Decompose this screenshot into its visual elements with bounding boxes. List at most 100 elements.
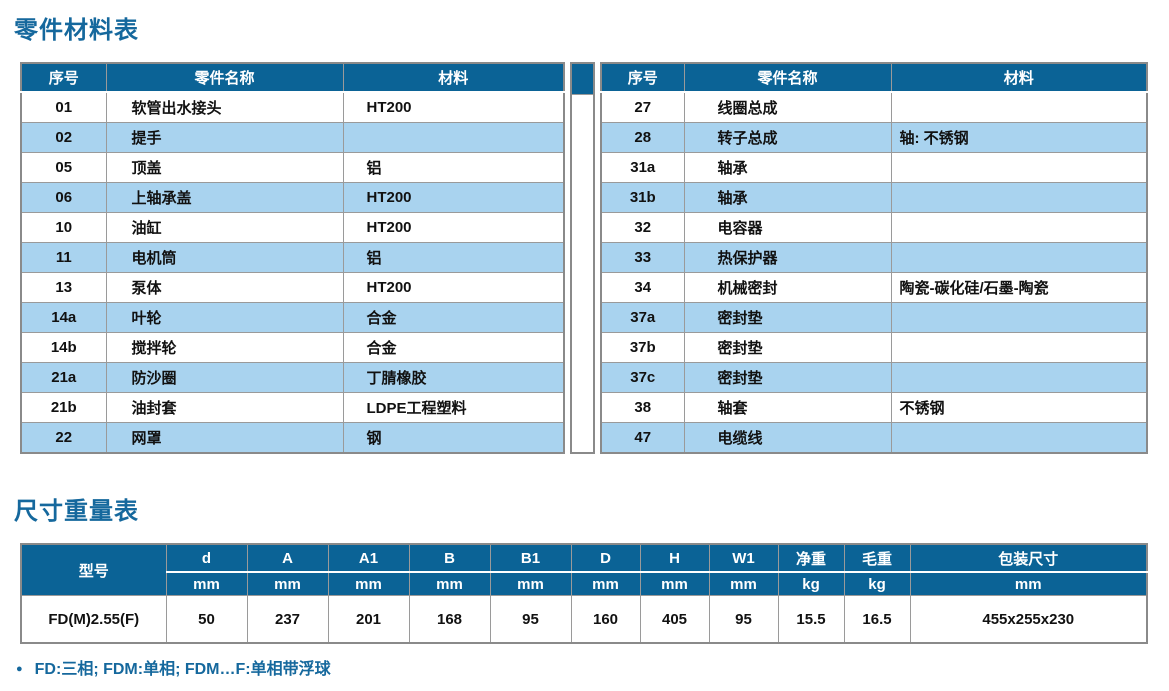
dims-column-header: 包装尺寸 (909, 543, 1148, 573)
footnote: ● FD:三相; FDM:单相; FDM…F:单相带浮球 (16, 655, 331, 679)
cell-no: 37b (600, 332, 685, 363)
cell-no: 13 (20, 272, 107, 303)
cell-no: 01 (20, 91, 107, 123)
dims-column-header: A1 (327, 543, 410, 573)
value-cell: 95 (708, 595, 779, 644)
value-cell: 405 (639, 595, 710, 644)
table-row: 21b 油封套 LDPE工程塑料 (20, 392, 565, 423)
cell-material (890, 362, 1148, 393)
table-row: 37b 密封垫 (600, 332, 1148, 363)
cell-material: HT200 (342, 91, 565, 123)
cell-name: 电缆线 (683, 422, 892, 454)
table-row: 37a 密封垫 (600, 302, 1148, 333)
model-cell: FD(M)2.55(F) (20, 595, 167, 644)
value-cell: 95 (489, 595, 572, 644)
value-cell: 168 (408, 595, 491, 644)
table-row: 02 提手 (20, 122, 565, 153)
value-cell: 15.5 (777, 595, 845, 644)
table-row: 37c 密封垫 (600, 362, 1148, 393)
cell-no: 37c (600, 362, 685, 393)
dims-unit-header: mm (639, 571, 710, 596)
cell-material: HT200 (342, 272, 565, 303)
column-header-name: 零件名称 (105, 62, 344, 93)
spacer-header-cell (572, 64, 593, 95)
cell-no: 47 (600, 422, 685, 454)
column-header-material: 材料 (890, 62, 1148, 93)
dims-column-header: B1 (489, 543, 572, 573)
cell-material: 丁腈橡胶 (342, 362, 565, 393)
cell-name: 线圈总成 (683, 91, 892, 123)
cell-no: 37a (600, 302, 685, 333)
cell-no: 14b (20, 332, 107, 363)
dims-weight-table: 型号 d A A1 B B1 D H W1 净重 毛重 包装尺寸 mm mm mm mm mm mm mm mm k… (20, 543, 1148, 644)
dims-column-header: W1 (708, 543, 779, 573)
dims-unit-header: mm (909, 571, 1148, 596)
dims-unit-header: kg (777, 571, 845, 596)
cell-name: 轴承 (683, 182, 892, 213)
table-row: 38 轴套 不锈钢 (600, 392, 1148, 423)
cell-name: 密封垫 (683, 302, 892, 333)
cell-material: 陶瓷-碳化硅/石墨-陶瓷 (890, 272, 1148, 303)
dims-column-header: B (408, 543, 491, 573)
cell-name: 轴套 (683, 392, 892, 423)
cell-name: 顶盖 (105, 152, 344, 183)
table-row: 01 软管出水接头 HT200 (20, 91, 565, 123)
dims-unit-header: mm (327, 571, 410, 596)
cell-name: 机械密封 (683, 272, 892, 303)
table-row: 32 电容器 (600, 212, 1148, 243)
column-header-no: 序号 (20, 62, 107, 93)
table-row: 14a 叶轮 合金 (20, 302, 565, 333)
cell-material (890, 182, 1148, 213)
cell-name: 叶轮 (105, 302, 344, 333)
cell-no: 10 (20, 212, 107, 243)
cell-material (890, 422, 1148, 454)
table-row: 13 泵体 HT200 (20, 272, 565, 303)
dims-column-header: A (246, 543, 329, 573)
cell-material: HT200 (342, 212, 565, 243)
cell-material (342, 122, 565, 153)
cell-name: 油缸 (105, 212, 344, 243)
cell-material: HT200 (342, 182, 565, 213)
cell-no: 05 (20, 152, 107, 183)
cell-no: 11 (20, 242, 107, 273)
dims-unit-header: mm (408, 571, 491, 596)
table-row: 31b 轴承 (600, 182, 1148, 213)
parts-table-title: 零件材料表 (14, 17, 139, 44)
value-cell: 237 (246, 595, 329, 644)
cell-name: 搅拌轮 (105, 332, 344, 363)
dims-table-title: 尺寸重量表 (14, 498, 139, 525)
value-cell: 455x255x230 (909, 595, 1148, 644)
table-row: 47 电缆线 (600, 422, 1148, 454)
table-row: 05 顶盖铝 (20, 152, 565, 183)
cell-material: 轴: 不锈钢 (890, 122, 1148, 153)
cell-material: 铝 (342, 152, 565, 183)
value-cell: 201 (327, 595, 410, 644)
cell-material: 不锈钢 (890, 392, 1148, 423)
dims-column-header: D (570, 543, 641, 573)
table-row: 28 转子总成 轴: 不锈钢 (600, 122, 1148, 153)
cell-no: 34 (600, 272, 685, 303)
table-row: 22 网罩钢 (20, 422, 565, 454)
dims-column-header: 净重 (777, 543, 845, 573)
table-row: 10 油缸 HT200 (20, 212, 565, 243)
cell-no: 27 (600, 91, 685, 123)
dims-unit-header: mm (708, 571, 779, 596)
cell-name: 电机筒 (105, 242, 344, 273)
bullet-icon: ● (16, 663, 23, 675)
cell-name: 软管出水接头 (105, 91, 344, 123)
footnote-text: FD:三相; FDM:单相; FDM…F:单相带浮球 (34, 661, 331, 678)
dims-header-unit-row: mm mm mm mm mm mm mm mm kg kg mm (21, 571, 1148, 596)
dims-column-header: d (165, 543, 248, 573)
cell-material: 铝 (342, 242, 565, 273)
cell-material (890, 302, 1148, 333)
parts-table-left: 序号 零件名称 材料 01 软管出水接头 HT200 02 提手 05 顶盖铝 06 上轴承盖 H… (20, 62, 565, 454)
table-row: 21a 防沙圈 丁腈橡胶 (20, 362, 565, 393)
dims-unit-header: mm (489, 571, 572, 596)
cell-name: 密封垫 (683, 332, 892, 363)
dims-data-row: FD(M)2.55(F) 50 237 201 168 95 160 405 95 15.5 16.… (20, 595, 1148, 644)
cell-material (890, 332, 1148, 363)
cell-material (890, 212, 1148, 243)
cell-name: 热保护器 (683, 242, 892, 273)
cell-material (890, 152, 1148, 183)
